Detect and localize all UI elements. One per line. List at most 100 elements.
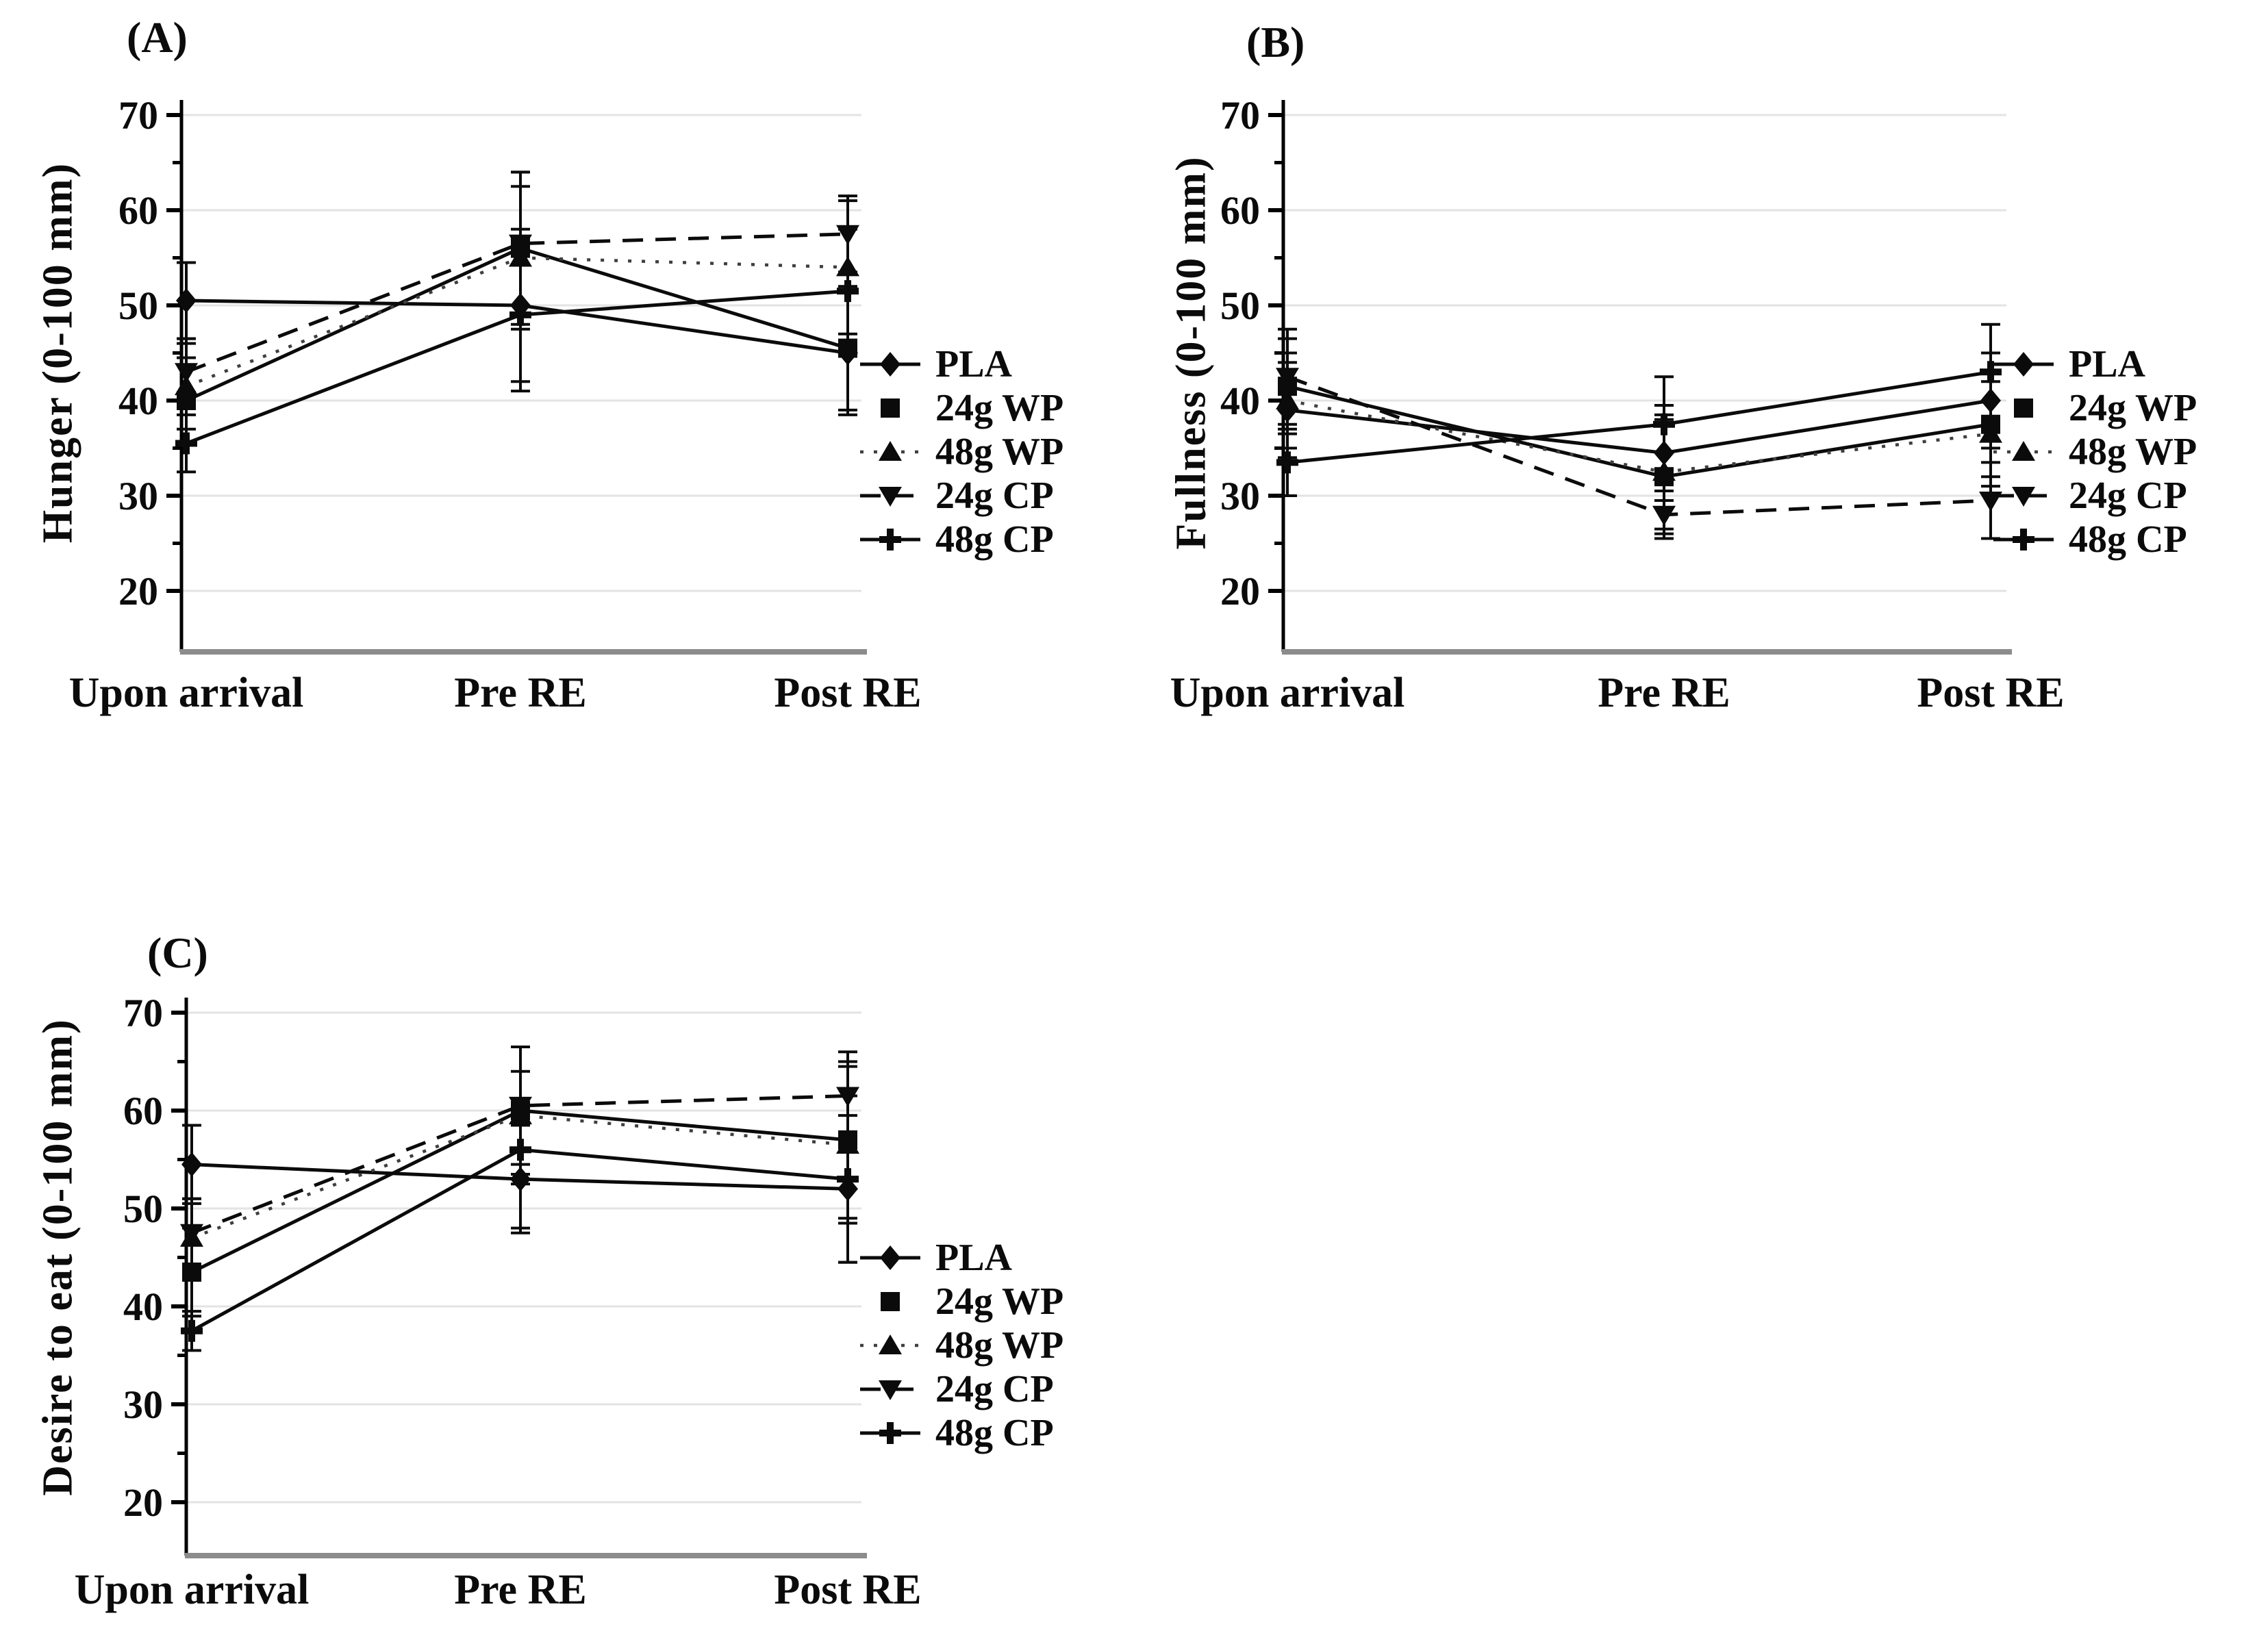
y-tick-label: 50	[123, 1187, 163, 1231]
data-point-48g-wp	[836, 256, 859, 277]
diamond-legend-glyph	[880, 1245, 900, 1270]
cp24-marker-icon	[1993, 487, 2054, 507]
series-line-24g-cp	[191, 1094, 848, 1235]
data-point-48g-cp	[181, 1319, 203, 1342]
data-point-24g-wp	[182, 1262, 201, 1282]
legend-label: 24g WP	[935, 387, 1064, 429]
wp24-marker-icon	[881, 1292, 900, 1311]
data-point-48g-wp	[836, 1134, 859, 1154]
panel-hunger: (A) Hunger (0-100 mm) 70 60 50 40 30 20 Upon a…	[0, 0, 1137, 890]
legend-label: 48g WP	[935, 1324, 1064, 1367]
y-tick-label: 50	[118, 283, 158, 328]
y-tick-label: 40	[1220, 379, 1260, 423]
hunger-chart: 70 60 50 40 30 20 Upon arrival Pre RE Post RE	[69, 93, 922, 716]
diamond-legend-glyph	[880, 352, 900, 377]
plus-legend-glyph	[879, 529, 901, 550]
plus-legend-glyph	[879, 1422, 901, 1444]
y-tick-label: 70	[118, 93, 158, 138]
x-tick-label: Upon arrival	[75, 1567, 310, 1613]
y-tick-label: 20	[123, 1480, 163, 1525]
data-point-24g-cp	[175, 363, 198, 383]
square-legend-glyph	[2014, 398, 2033, 418]
legend-label: 48g WP	[935, 431, 1064, 473]
legend-item: 48g WP	[856, 430, 1063, 474]
y-tick-label: 60	[123, 1089, 163, 1133]
legend-label: 48g CP	[2069, 518, 2187, 561]
x-tick-label: Upon arrival	[69, 670, 304, 716]
legend-item: 48g CP	[856, 518, 1063, 561]
plus-legend-glyph	[2013, 529, 2034, 550]
legend-item: PLA	[856, 1236, 1063, 1280]
wp24-marker-icon	[2014, 398, 2033, 418]
data-point-48g-cp	[175, 432, 197, 455]
y-tick-label: 30	[118, 474, 158, 518]
triangle-down-legend-glyph	[879, 1380, 902, 1400]
data-point-48g-cp	[837, 1168, 859, 1191]
wp24-marker-icon	[881, 398, 900, 418]
y-tick-label: 30	[1220, 474, 1260, 518]
data-point-pla	[1654, 440, 1674, 466]
desire-to-eat-chart: 70 60 50 40 30 20 Upon arrival Pre RE Post RE	[75, 991, 922, 1613]
wp48-marker-icon	[860, 1334, 920, 1354]
y-tick-label: 60	[118, 188, 158, 233]
pla-marker-icon	[860, 352, 920, 377]
data-point-pla	[181, 1152, 202, 1177]
panel-label: (C)	[147, 928, 208, 977]
legend-desire-to-eat: PLA 24g WP 48g WP 24g CP 48g CP	[856, 1236, 1063, 1455]
series-line-24g-cp	[186, 232, 848, 374]
data-point-48g-cp	[837, 280, 859, 303]
y-tick-label: 20	[1220, 569, 1260, 613]
legend-label: 24g WP	[2069, 387, 2197, 429]
data-point-48g-cp	[1653, 413, 1675, 435]
panel-desire-to-eat: (C) Desire to eat (0-100 mm) 70 60 50 40 30 2…	[0, 890, 1137, 1646]
data-point-48g-wp	[1652, 461, 1676, 481]
x-tick-label: Post RE	[774, 670, 921, 716]
data-point-24g-wp	[838, 338, 857, 358]
cp24-marker-icon	[860, 1380, 920, 1400]
square-legend-glyph	[881, 398, 900, 418]
cp48-marker-icon	[860, 529, 920, 550]
data-point-24g-cp	[836, 1087, 859, 1107]
legend-label: 24g WP	[935, 1280, 1064, 1323]
legend-hunger: PLA 24g WP 48g WP 24g CP 48g CP	[856, 342, 1063, 561]
data-point-48g-cp	[1276, 451, 1298, 474]
data-point-pla	[176, 288, 197, 314]
data-point-48g-cp	[509, 303, 531, 326]
data-point-48g-wp	[1979, 422, 2002, 443]
legend-label: 48g WP	[2069, 431, 2197, 473]
wp48-marker-icon	[860, 441, 920, 461]
legend-label: 48g CP	[935, 518, 1054, 561]
data-point-24g-cp	[836, 225, 859, 245]
panel-label: (A)	[127, 13, 188, 62]
y-tick-label: 40	[123, 1284, 163, 1329]
y-tick-label: 40	[118, 379, 158, 423]
y-tick-label: 70	[123, 991, 163, 1035]
triangle-down-legend-glyph	[879, 487, 902, 507]
triangle-down-legend-glyph	[2012, 487, 2035, 507]
data-point-pla	[510, 1167, 531, 1192]
legend-label: PLA	[935, 1237, 1012, 1279]
triangle-up-legend-glyph	[879, 441, 902, 461]
triangle-up-legend-glyph	[879, 1334, 902, 1354]
legend-label: 24g CP	[2069, 474, 2187, 517]
data-point-pla	[1980, 388, 2001, 413]
legend-item: PLA	[856, 342, 1063, 386]
data-point-24g-cp	[509, 1096, 532, 1117]
legend-label: PLA	[2069, 343, 2145, 385]
legend-item: 24g WP	[856, 386, 1063, 430]
panel-label: (B)	[1246, 18, 1305, 66]
y-tick-label: 50	[1220, 283, 1260, 328]
legend-label: PLA	[935, 343, 1012, 385]
pla-marker-icon	[860, 1245, 920, 1270]
data-point-24g-cp	[1276, 368, 1299, 388]
y-tick-label: 60	[1220, 188, 1260, 233]
x-tick-label: Post RE	[774, 1567, 921, 1613]
data-point-24g-cp	[509, 234, 532, 255]
x-tick-label: Pre RE	[454, 1567, 586, 1613]
x-tick-label: Upon arrival	[1170, 670, 1405, 716]
legend-item: 48g WP	[1989, 430, 2197, 474]
legend-label: 48g CP	[935, 1412, 1054, 1454]
fullness-chart: 70 60 50 40 30 20 Upon arrival Pre RE Post RE	[1170, 93, 2065, 716]
data-point-48g-cp	[1980, 361, 2002, 383]
legend-item: 24g CP	[856, 1367, 1063, 1411]
